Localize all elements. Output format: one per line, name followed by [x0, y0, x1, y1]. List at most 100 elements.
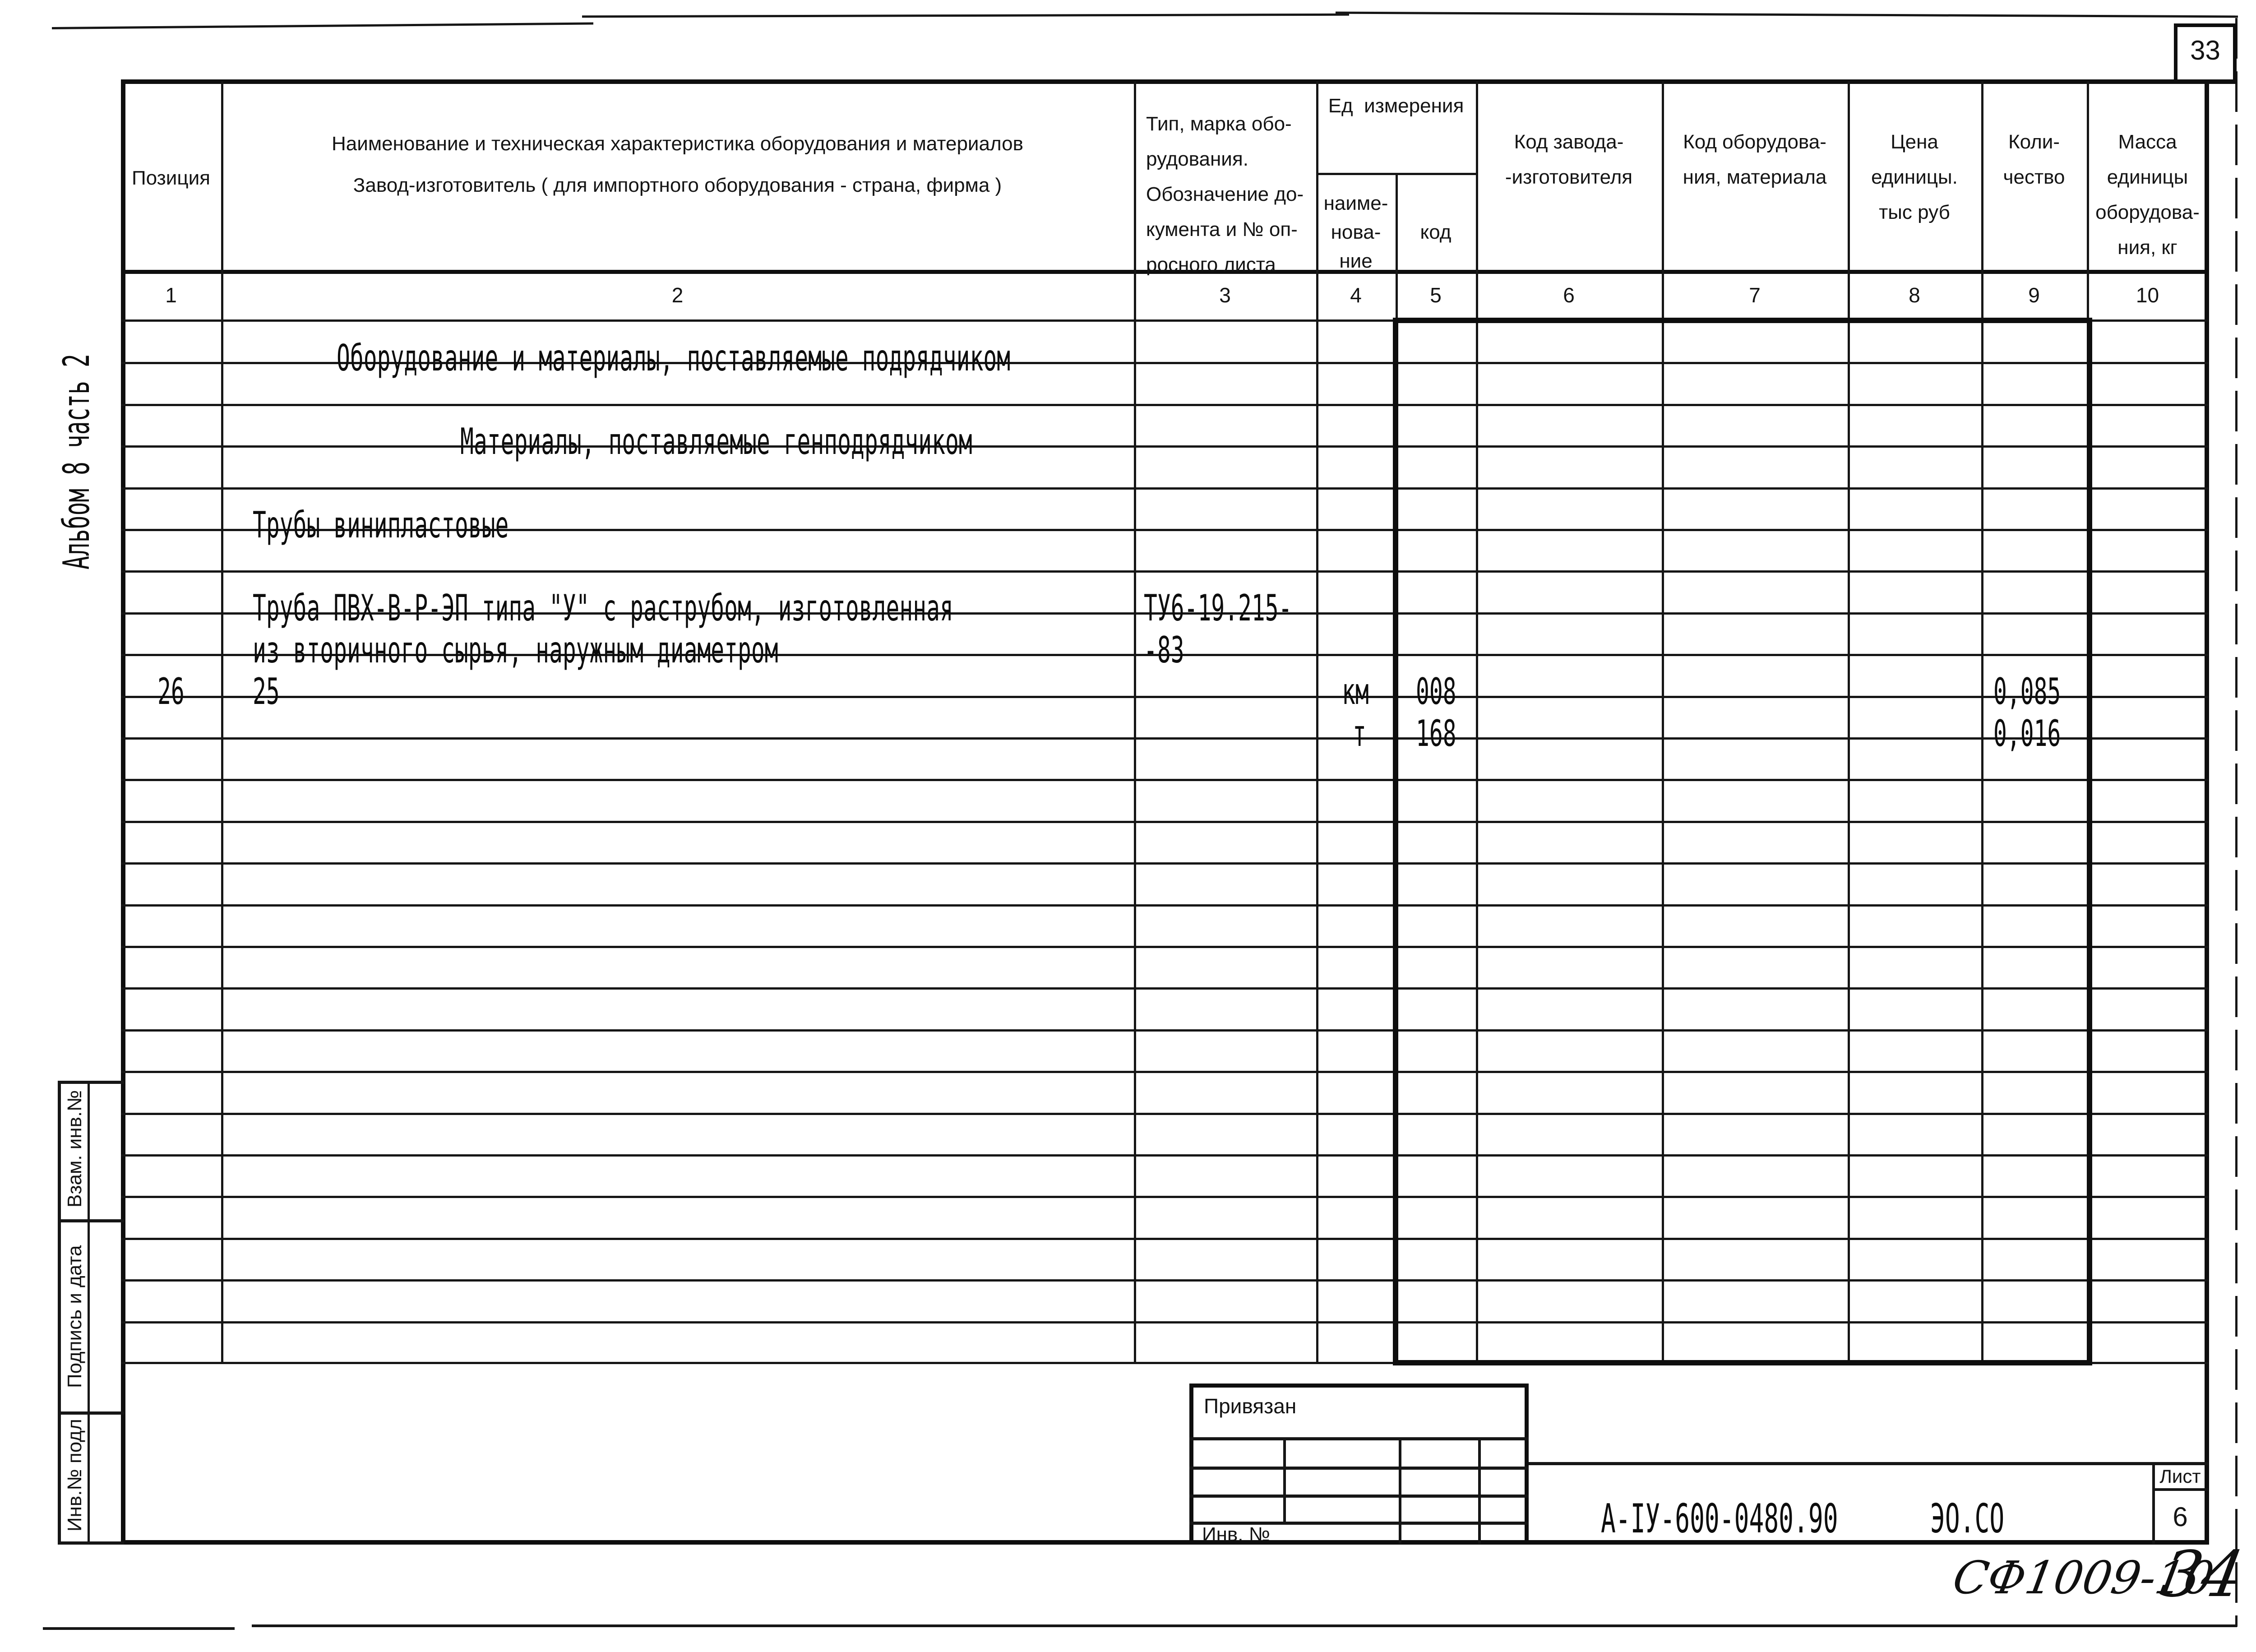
header-col6-line: Код завода- — [1514, 131, 1624, 153]
page-edge-top — [52, 22, 593, 29]
privyazan-col-line — [1478, 1437, 1481, 1544]
handwritten-page-number: 34 — [2155, 1538, 2249, 1611]
unit-code: 008 — [1416, 671, 1456, 713]
table-row-line — [121, 696, 2208, 698]
table-row-line — [121, 737, 2208, 740]
table-row-line — [121, 654, 2208, 656]
list-value: 6 — [2173, 1502, 2188, 1532]
col-number: 7 — [1749, 283, 1761, 307]
quantity-value: 0,016 — [1993, 713, 2061, 754]
header-units: Ед измерения — [1328, 95, 1464, 117]
stamp-label-podpis: Подпись и дата — [64, 1245, 86, 1388]
page-edge-bottom — [252, 1624, 2237, 1627]
privyazan-row-line — [1189, 1522, 1529, 1525]
header-col1: Позиция — [132, 167, 210, 189]
item-name-line: из вторичного сырья, наружным диаметром — [253, 629, 778, 671]
stamp-box-border — [58, 1411, 124, 1415]
table-row-line — [121, 946, 2208, 948]
table-row-line — [121, 362, 2208, 364]
table-row-line — [121, 1321, 2208, 1323]
frame-bottom — [121, 1540, 2209, 1545]
table-row-line — [121, 1196, 2208, 1198]
header-col2-line2: Завод-изготовитель ( для импортного обор… — [353, 174, 1002, 196]
table-row-line — [121, 1113, 2208, 1115]
stamp-box-border — [58, 1081, 61, 1545]
inv-no-label: Инв. № — [1202, 1523, 1270, 1546]
table-row-line — [121, 487, 2208, 490]
col-line-7 — [1848, 81, 1850, 1364]
header-col6-line: -изготовителя — [1505, 166, 1633, 188]
item-doc-line: ТУ6-19.215- — [1144, 587, 1292, 629]
col-line-9 — [2087, 81, 2089, 320]
col-number: 9 — [2028, 283, 2040, 307]
sheet33-box-right — [2233, 23, 2237, 81]
col-number: 4 — [1350, 283, 1362, 307]
table-row-line — [121, 1279, 2208, 1282]
header-col7-line: Код оборудова- — [1683, 131, 1826, 153]
titlestrip-top-line — [1529, 1462, 2208, 1465]
header-col10-line: Масса — [2118, 131, 2177, 153]
frame-left — [121, 79, 125, 1545]
stamp-box-divider — [88, 1081, 90, 1545]
col-number: 8 — [1909, 283, 1920, 307]
highlight-rect-bottom — [1393, 1360, 2092, 1365]
item-doc-line: -83 — [1144, 629, 1184, 671]
header-col3-line: кумента и № оп- — [1146, 218, 1298, 241]
highlight-rect-top — [1393, 318, 2092, 323]
section-title: Оборудование и материалы, поставляемые п… — [337, 337, 1011, 379]
table-row-line — [121, 987, 2208, 990]
col-line-2 — [1134, 81, 1136, 1364]
numbering-bottom-line — [121, 319, 2208, 322]
stamp-box-border — [58, 1219, 124, 1222]
header-col3-line: Обозначение до- — [1146, 183, 1304, 205]
table-row-line — [121, 904, 2208, 907]
privyazan-label: Привязан — [1204, 1394, 1297, 1418]
table-row-line — [121, 570, 2208, 573]
col-line-1 — [221, 81, 223, 1364]
page-edge-top — [582, 13, 1350, 18]
list-box-left-line — [2152, 1462, 2155, 1544]
table-row-line — [121, 529, 2208, 531]
frame-right — [2205, 79, 2209, 1545]
header-col8-line: Цена — [1891, 131, 1938, 153]
frame-top — [121, 79, 2237, 84]
group-title: Трубы винипластовые — [253, 504, 509, 546]
col-line-8 — [1981, 81, 1983, 1364]
table-row-line — [121, 1238, 2208, 1240]
stamp-box-border — [58, 1541, 124, 1545]
page-edge-top — [1335, 11, 2238, 18]
col-number: 2 — [671, 283, 684, 307]
header-col5: код — [1420, 221, 1452, 243]
unit-code: 168 — [1416, 713, 1456, 754]
col-number: 3 — [1219, 283, 1231, 307]
table-row-line — [121, 862, 2208, 865]
header-col4-line: ние — [1339, 250, 1373, 272]
header-col4-line: наиме- — [1323, 192, 1388, 214]
header-col10-line: оборудова- — [2095, 201, 2200, 223]
privyazan-box-border — [1189, 1384, 1529, 1388]
stamp-box-border — [58, 1081, 124, 1084]
table-row-line — [121, 445, 2208, 448]
header-col4-line: нова- — [1331, 221, 1381, 243]
item-name-line: Труба ПВХ-В-Р-ЭП типа "У" с раструбом, и… — [253, 587, 953, 629]
header-col9-line: Коли- — [2008, 131, 2060, 153]
header-col3-line: росного листа — [1146, 254, 1276, 276]
header-col3-line: рудования. — [1146, 148, 1248, 170]
page-edge-right — [2235, 18, 2238, 1627]
header-col7-line: ния, материала — [1683, 166, 1827, 188]
sheet33-box-left — [2174, 23, 2177, 81]
unit-name: км — [1342, 671, 1369, 713]
document-code: ЭО.СО — [1930, 1495, 2005, 1542]
privyazan-row-line — [1189, 1437, 1529, 1440]
stamp-label-vzam: Взам. инв.№ — [64, 1090, 86, 1208]
privyazan-col-line — [1399, 1437, 1401, 1544]
col-line-5 — [1476, 81, 1478, 1364]
sheet-number: 33 — [2190, 35, 2220, 65]
quantity-value: 0,085 — [1993, 671, 2061, 713]
header-bottom-line — [121, 270, 2208, 274]
table-row-line — [121, 404, 2208, 406]
header-col8-line: единицы. — [1871, 166, 1958, 188]
highlight-rect-left — [1393, 318, 1398, 1365]
header-col8-line: тыс руб — [1879, 201, 1950, 223]
